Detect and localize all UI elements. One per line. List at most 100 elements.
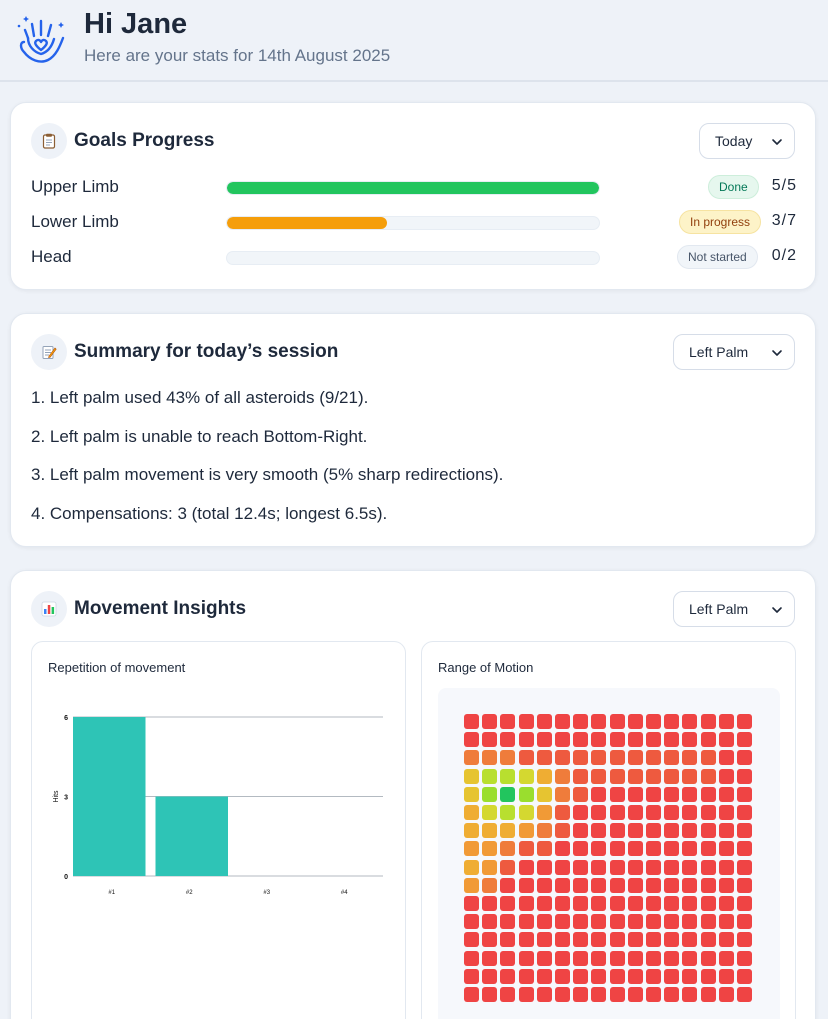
heatmap-cell [464, 732, 479, 748]
heatmap-cell [700, 714, 716, 729]
heatmap-cell [464, 859, 479, 875]
heatmap-cell [737, 968, 752, 984]
heatmap-cell [700, 805, 716, 820]
page-header: Hi Jane Here are your stats for 14th Aug… [0, 0, 828, 82]
heatmap-cell [500, 750, 516, 766]
x-tick-label: #2 [186, 890, 193, 896]
heatmap-cell [555, 987, 570, 1002]
heatmap-cell [646, 714, 661, 729]
heatmap-cell [573, 950, 589, 966]
heatmap-cell [627, 841, 643, 857]
heatmap-cell [718, 768, 734, 784]
heatmap-cell [518, 968, 534, 984]
heatmap-cell [737, 750, 752, 766]
heatmap-cell [609, 932, 625, 948]
heatmap-cell [555, 859, 570, 875]
heatmap-cell [737, 859, 752, 875]
heatmap-cell [627, 950, 643, 966]
heatmap-cell [573, 786, 589, 802]
heatmap-cell [482, 750, 498, 766]
heatmap-cell [464, 968, 479, 984]
heatmap-cell [609, 786, 625, 802]
heatmap-cell [682, 932, 698, 948]
heatmap-cell [464, 750, 479, 766]
session-summary-card: Summary for today’s session Left Palm 1.… [10, 313, 816, 547]
heatmap-cell [591, 768, 607, 784]
status-badge: In progress [679, 210, 762, 234]
heatmap-cell [518, 750, 534, 766]
heatmap-cell [737, 841, 752, 857]
y-axis-label: Hits [53, 790, 60, 803]
heatmap-cell [573, 859, 589, 875]
heatmap-cell [500, 877, 516, 893]
insights-limb-select[interactable]: Left Palm [673, 591, 795, 627]
heatmap-cell [500, 968, 516, 984]
heatmap-cell [591, 932, 607, 948]
goals-progress-title: Goals Progress [74, 130, 215, 151]
heatmap-cell [536, 950, 552, 966]
heatmap-cell [664, 950, 680, 966]
heatmap-cell [646, 950, 661, 966]
heatmap-cell [682, 714, 698, 729]
repetition-bar-chart: 0 3 6 Hits #1 #2 #3 #4 [53, 715, 383, 896]
heatmap-cell [591, 859, 607, 875]
limb-select[interactable]: Left Palm [673, 334, 795, 370]
heatmap-cell [646, 932, 661, 948]
heatmap-cell [646, 968, 661, 984]
status-badge: Not started [677, 245, 758, 269]
summary-line: 3. Left palm movement is very smooth (5%… [31, 465, 504, 484]
heatmap-cell [627, 877, 643, 893]
heatmap-cell [627, 805, 643, 820]
heatmap-cell [737, 914, 752, 930]
heatmap-cell [682, 950, 698, 966]
heatmap-cell [591, 750, 607, 766]
heatmap-cell [482, 859, 498, 875]
heatmap-cell [482, 786, 498, 802]
heatmap-cell [464, 914, 479, 930]
heatmap-cell [555, 932, 570, 948]
goal-row-head: Head Not started 0/2 [31, 245, 797, 269]
heatmap-cell [536, 987, 552, 1002]
summary-title: Summary for today’s session [74, 341, 339, 362]
repetition-title: Repetition of movement [48, 660, 186, 675]
heatmap-cell [700, 932, 716, 948]
memo-icon [31, 334, 67, 370]
heatmap-cell [682, 859, 698, 875]
movement-insights-card: Movement Insights Left Palm Repetition o… [10, 570, 816, 1019]
heatmap-cell [682, 968, 698, 984]
heatmap-cell [500, 823, 516, 839]
heatmap-cell [536, 841, 552, 857]
period-select[interactable]: Today [699, 123, 795, 159]
chart-bar [155, 796, 228, 876]
heatmap-cell [646, 841, 661, 857]
heatmap-cell [482, 823, 498, 839]
heatmap-cell [609, 805, 625, 820]
heatmap-cell [555, 786, 570, 802]
y-tick-label: 6 [64, 715, 68, 722]
goals-progress-card: Goals Progress Today Upper Limb Done 5/5… [10, 102, 816, 290]
heatmap-cell [737, 714, 752, 729]
heatmap-cell [718, 877, 734, 893]
stats-date-subtitle: Here are your stats for 14th August 2025 [84, 46, 391, 65]
heatmap-cell [573, 877, 589, 893]
heatmap-cell [482, 896, 498, 911]
heatmap-cell [609, 750, 625, 766]
y-tick-label: 0 [64, 874, 68, 881]
heatmap-cell [518, 732, 534, 748]
heatmap-cell [536, 914, 552, 930]
heatmap-cell [664, 841, 680, 857]
heatmap-cell [536, 968, 552, 984]
heatmap-cell [500, 768, 516, 784]
heatmap-cell [682, 841, 698, 857]
heatmap-cell [500, 932, 516, 948]
goal-count: 5/5 [771, 177, 797, 194]
heatmap-cell [536, 714, 552, 729]
heatmap-cell [737, 932, 752, 948]
clipboard-icon [31, 123, 67, 159]
goal-label: Upper Limb [31, 177, 119, 196]
heatmap-cell [700, 987, 716, 1002]
heatmap-cell [609, 823, 625, 839]
heatmap-cell [555, 732, 570, 748]
limb-select-value: Left Palm [689, 344, 749, 360]
chevron-down-icon [772, 607, 782, 613]
